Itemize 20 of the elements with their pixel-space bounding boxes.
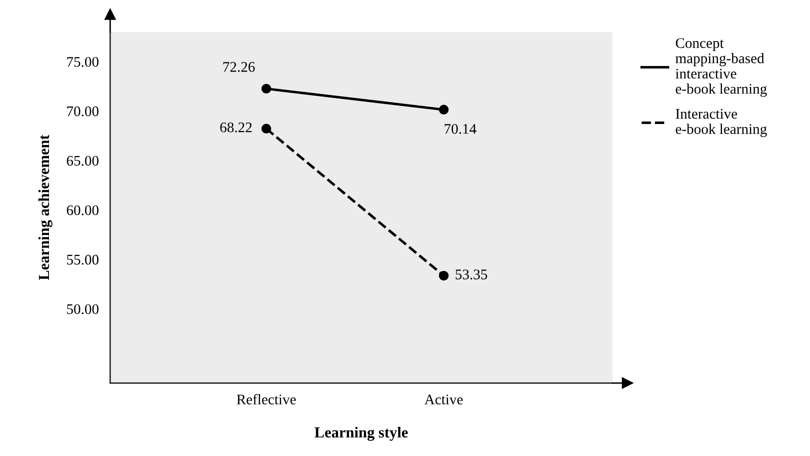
- data-label: 72.26: [223, 62, 255, 72]
- data-label: 70.14: [444, 124, 476, 134]
- y-tick-label: 55.00: [67, 254, 98, 265]
- point: [261, 124, 272, 134]
- x-axis-title: Learning style: [314, 426, 408, 441]
- y-tick-label: 65.00: [66, 156, 98, 166]
- y-tick-label: 75.00: [67, 56, 98, 67]
- y-tick-label: 70.00: [67, 106, 98, 116]
- x-tick-label: Active: [424, 394, 463, 404]
- legend-label: Interactive e-book learning: [676, 108, 767, 137]
- point: [438, 270, 449, 281]
- point: [261, 84, 272, 94]
- y-axis-title: Learning achievement: [38, 134, 52, 280]
- data-label: 53.35: [456, 270, 488, 280]
- point: [438, 104, 449, 115]
- data-label: 68.22: [220, 122, 252, 132]
- y-tick-label: 50.00: [67, 304, 98, 314]
- y-tick-label: 60.00: [66, 205, 98, 216]
- legend-label: Concept mapping-based interactive e-book learning: [676, 38, 767, 97]
- x-tick-label: Reflective: [236, 394, 296, 404]
